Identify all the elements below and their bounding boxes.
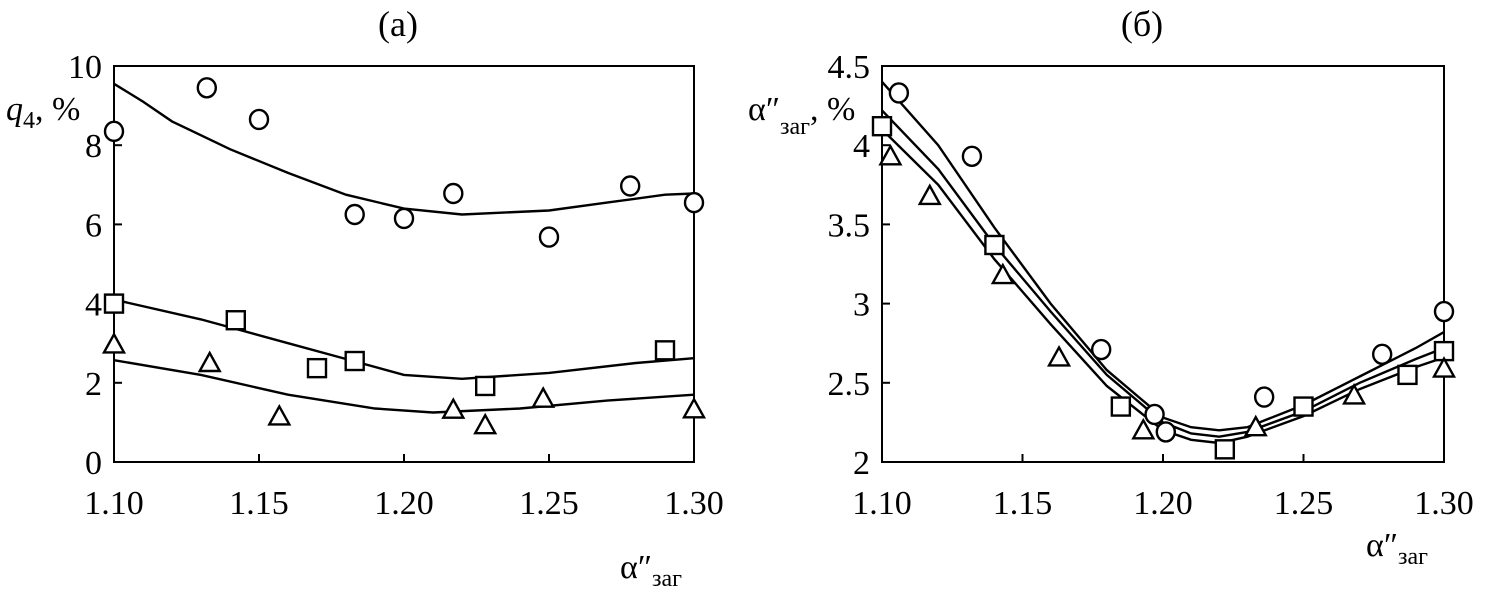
panel-a-circle-fit-line [113, 82, 695, 216]
panel-a-y-tick-label: 8 [85, 128, 102, 165]
panel-a-circle-marker [393, 207, 415, 230]
panel-a-x-tick-label: 1.10 [84, 485, 144, 522]
panel-a-xlabel-main: α″ [620, 549, 652, 586]
panel-a-x-tick-label: 1.15 [229, 485, 289, 522]
panel-a-ticks: 1.10 1.15 1.20 1.25 1.30 0 2 4 6 8 10 [68, 49, 724, 522]
panel-b-ylabel-sub: заг [780, 114, 810, 140]
panel-b-square-marker [984, 234, 1005, 256]
panel-b-triangle-marker [990, 262, 1015, 285]
panel-b-circle-marker [961, 145, 983, 167]
panel-a-xlabel-sub: заг [652, 566, 682, 591]
panel-a-x-tick-label: 1.30 [664, 485, 724, 522]
panel-a-triangle-marker [267, 403, 292, 426]
panel-a-title: (а) [378, 4, 418, 44]
panel-b-circle-marker [1155, 421, 1177, 443]
panel-a-square-marker [306, 357, 328, 379]
panel-b-ticks: 1.10 1.15 1.20 1.25 1.30 2 2.5 3 3.5 4 4.5 [828, 49, 1474, 522]
panel-b-triangle-marker [878, 143, 903, 166]
panel-b: (б) α″заг, % α″заг 1.10 1.15 1.20 1.25 1.302… [748, 4, 1474, 570]
panel-b-triangle-fit-line [881, 128, 1445, 445]
panel-b-triangle-marker [1243, 414, 1268, 437]
panel-b-x-tick-label: 1.30 [1414, 485, 1474, 522]
panel-a-circle-marker [683, 191, 705, 214]
panel-a-x-tick-label: 1.20 [374, 485, 434, 522]
panel-a-ylabel-main: q [6, 91, 23, 128]
svg-text:α″заг, %: α″заг, % [748, 91, 855, 140]
panel-a-triangle-marker [101, 331, 127, 354]
svg-text:q4, %: q4, % [6, 91, 80, 134]
panel-b-title: (б) [1121, 4, 1163, 44]
panel-a-circle-marker [103, 120, 125, 143]
panel-a-y-tick-label: 6 [85, 207, 102, 244]
panel-b-y-tick-label: 4.5 [828, 49, 871, 86]
panel-b-y-tick-label: 2 [853, 445, 870, 482]
panel-a-square-marker [344, 350, 365, 372]
panel-b-x-label: α″заг [1366, 527, 1428, 570]
panel-a-marks [101, 77, 707, 435]
panel-b-circle-marker [1433, 300, 1455, 323]
panel-b-xlabel-main: α″ [1366, 527, 1398, 564]
panel-b-square-marker [1397, 364, 1418, 386]
panel-a-ylabel-tail: , % [35, 91, 80, 128]
panel-a-x-label: α″заг [620, 549, 682, 591]
panel-a-x-tick-label: 1.25 [519, 485, 579, 522]
panel-b-triangle-marker [1431, 356, 1457, 378]
panel-b-xlabel-sub: заг [1398, 544, 1428, 570]
panel-a-circle-marker [344, 203, 365, 226]
panel-a-circle-marker [538, 226, 560, 248]
panel-a-y-tick-label: 0 [85, 445, 102, 482]
panel-a-triangle-marker [531, 386, 556, 408]
panel-b-ylabel-tail: , % [810, 91, 855, 128]
panel-b-square-marker [1293, 396, 1314, 417]
panel-a-triangle-fit-line [113, 359, 695, 414]
panel-b-triangle-marker [1046, 344, 1072, 367]
panel-b-circle-marker [1090, 338, 1112, 361]
svg-text:α″заг: α″заг [1366, 527, 1428, 570]
panel-a-ylabel-sub: 4 [23, 108, 35, 134]
panel-a-y-tick-label: 2 [85, 366, 102, 403]
panel-a-square-marker [103, 293, 125, 314]
panel-b-x-tick-label: 1.25 [1274, 485, 1334, 522]
svg-text:α″заг: α″заг [620, 549, 682, 591]
panel-b-triangle-marker [1342, 383, 1367, 405]
panel-a-triangle-marker [197, 350, 222, 373]
panel-b-circle-marker [1253, 386, 1275, 408]
panel-a-plot-frame [113, 65, 695, 463]
panel-a-circle-marker [248, 108, 270, 131]
panel-a-triangle-marker [473, 412, 498, 435]
panel-a-circle-marker [620, 175, 641, 197]
panel-b-y-tick-label: 2.5 [828, 366, 871, 403]
panel-b-square-marker [1110, 396, 1132, 417]
panel-b-triangle-marker [1131, 417, 1156, 440]
panel-a-square-marker [225, 310, 247, 331]
panel-b-x-tick-label: 1.10 [852, 485, 912, 522]
panel-b-ylabel-main: α″ [748, 91, 780, 128]
panel-a-triangle-marker [681, 396, 707, 419]
panel-b-y-label: α″заг, % [748, 91, 855, 140]
panel-a-triangle-marker [441, 397, 466, 419]
panel-b-y-tick-label: 3 [853, 287, 870, 324]
panel-b-circle-marker [888, 82, 910, 104]
panel-a-y-label: q4, % [6, 91, 80, 134]
panel-b-triangle-marker [917, 183, 942, 206]
panel-b-x-tick-label: 1.15 [993, 485, 1053, 522]
panel-a-circle-marker [196, 77, 218, 99]
panel-a-square-marker [475, 375, 496, 397]
panel-a-square-marker [654, 340, 676, 361]
panel-b-marks [871, 81, 1457, 460]
panel-b-square-marker [1214, 439, 1236, 460]
panel-a-circle-marker [443, 182, 464, 205]
panel-b-circle-marker [1144, 403, 1165, 426]
panel-a-y-tick-label: 10 [68, 49, 102, 86]
panel-a: (а) q4, % α″заг 1.10 1.15 1.20 1.25 1.300246… [6, 4, 724, 591]
panel-b-y-tick-label: 3.5 [828, 207, 871, 244]
panel-b-y-tick-label: 4 [853, 128, 870, 165]
panel-a-y-tick-label: 4 [85, 287, 102, 324]
panel-b-square-marker [871, 115, 893, 137]
panel-b-circle-fit-line [881, 81, 1445, 432]
panel-b-circle-marker [1371, 343, 1393, 365]
panel-b-x-tick-label: 1.20 [1133, 485, 1193, 522]
